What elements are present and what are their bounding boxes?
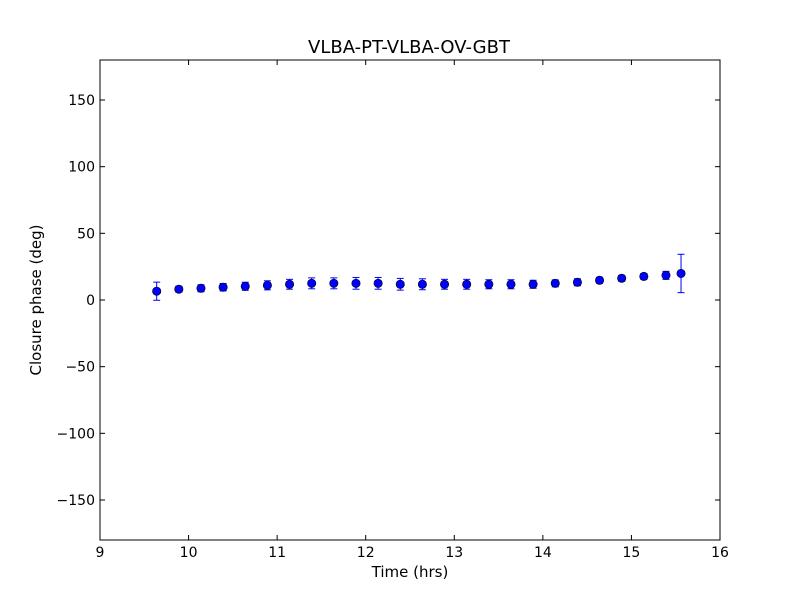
data-point (307, 278, 317, 288)
data-point (395, 279, 405, 289)
x-tick-label: 9 (96, 545, 105, 561)
data-point (550, 278, 560, 288)
data-point (484, 279, 494, 289)
x-tick-label: 13 (445, 545, 463, 561)
x-tick-label: 12 (357, 545, 375, 561)
plot-area-frame (99, 59, 721, 541)
data-point (174, 284, 184, 294)
y-tick-label: −150 (57, 493, 95, 509)
chart-title: VLBA-PT-VLBA-OV-GBT (308, 37, 511, 58)
x-tick-label: 11 (268, 545, 286, 561)
y-axis-label: Closure phase (deg) (27, 225, 45, 376)
x-tick-label: 10 (180, 545, 198, 561)
y-tick-label: 100 (68, 160, 95, 176)
axis-ticks: 9 10 11 12 13 14 15 16 −150 −100 −50 0 50 100 150 (57, 60, 729, 561)
data-point (262, 280, 272, 290)
data-point (285, 279, 295, 289)
x-axis-label: Time (hrs) (371, 563, 449, 581)
data-point (676, 268, 686, 278)
data-point (373, 278, 383, 288)
data-point (351, 278, 361, 288)
x-tick-label: 15 (623, 545, 641, 561)
data-point (506, 279, 516, 289)
y-tick-label: −100 (57, 426, 95, 442)
data-point (240, 281, 250, 291)
data-point (462, 279, 472, 289)
data-marks (152, 253, 686, 301)
y-tick-label: −50 (65, 360, 95, 376)
x-tick-label: 16 (711, 545, 729, 561)
data-point (417, 279, 427, 289)
data-point (595, 275, 605, 285)
x-tick-label: 14 (534, 545, 552, 561)
data-point (196, 283, 206, 293)
data-point (661, 270, 671, 280)
y-tick-label: 0 (86, 293, 95, 309)
data-point (617, 273, 627, 283)
y-tick-label: 150 (68, 93, 95, 109)
data-point (152, 286, 162, 296)
data-point (440, 279, 450, 289)
data-point (572, 277, 582, 287)
data-point (329, 278, 339, 288)
data-point (528, 279, 538, 289)
y-tick-label: 50 (77, 226, 95, 242)
data-point (218, 282, 228, 292)
data-point (639, 271, 649, 281)
